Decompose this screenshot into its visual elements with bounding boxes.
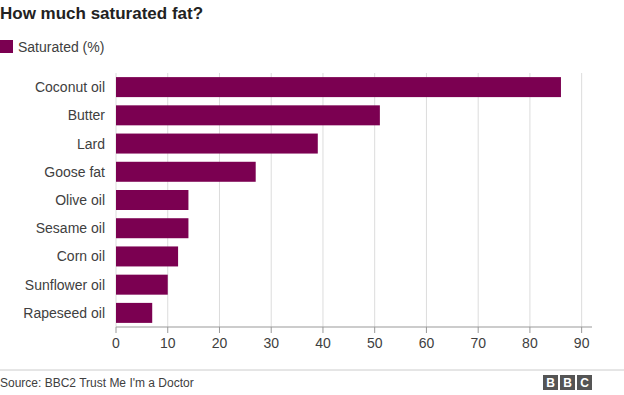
logo-letter: B <box>546 376 555 390</box>
category-label: Rapeseed oil <box>23 305 105 321</box>
tick-mark <box>374 327 375 333</box>
logo-box <box>577 375 592 390</box>
bar <box>116 218 188 238</box>
grid-line <box>581 73 582 327</box>
tick-label: 90 <box>574 335 590 351</box>
category-label: Sesame oil <box>36 220 105 236</box>
tick-mark <box>322 327 323 333</box>
tick-label: 30 <box>263 335 279 351</box>
tick-label: 80 <box>522 335 538 351</box>
grid-line <box>529 73 530 327</box>
tick-mark <box>581 327 582 333</box>
tick-mark <box>478 327 479 333</box>
logo-letter: B <box>563 376 572 390</box>
bar <box>116 134 318 154</box>
grid-line <box>426 73 427 327</box>
bar <box>116 77 561 97</box>
tick-mark <box>271 327 272 333</box>
bar <box>116 246 178 266</box>
grid <box>116 73 582 327</box>
tick-label: 10 <box>160 335 176 351</box>
bar <box>116 162 256 182</box>
x-axis-line <box>116 327 592 328</box>
tick-label: 20 <box>212 335 228 351</box>
legend-label: Saturated (%) <box>18 39 104 55</box>
bars <box>116 77 561 323</box>
tick-label: 60 <box>419 335 435 351</box>
chart: How much saturated fat? Saturated (%) 0 10 2… <box>0 0 624 395</box>
logo-box <box>560 375 575 390</box>
tick-mark <box>167 327 168 333</box>
tick-label: 50 <box>367 335 383 351</box>
tick-label: 70 <box>470 335 486 351</box>
legend-swatch <box>0 40 13 53</box>
bar <box>116 105 380 125</box>
category-label: Lard <box>77 136 105 152</box>
tick-mark <box>529 327 530 333</box>
bar <box>116 190 188 210</box>
footer-rule <box>0 370 624 371</box>
logo-letter: C <box>580 376 589 390</box>
tick-mark <box>426 327 427 333</box>
grid-line <box>478 73 479 327</box>
category-label: Sunflower oil <box>25 277 105 293</box>
category-label: Coconut oil <box>35 79 105 95</box>
category-label: Olive oil <box>55 192 105 208</box>
logo-box <box>543 375 558 390</box>
bar <box>116 303 152 323</box>
tick-label: 0 <box>112 335 120 351</box>
title: How much saturated fat? <box>0 4 203 23</box>
category-label: Butter <box>68 107 106 123</box>
bar <box>116 275 168 295</box>
category-label: Goose fat <box>44 164 105 180</box>
category-label: Corn oil <box>57 248 105 264</box>
tick-mark <box>219 327 220 333</box>
tick-label: 40 <box>315 335 331 351</box>
tick-mark <box>116 327 117 333</box>
source: Source: BBC2 Trust Me I'm a Doctor <box>0 376 194 390</box>
